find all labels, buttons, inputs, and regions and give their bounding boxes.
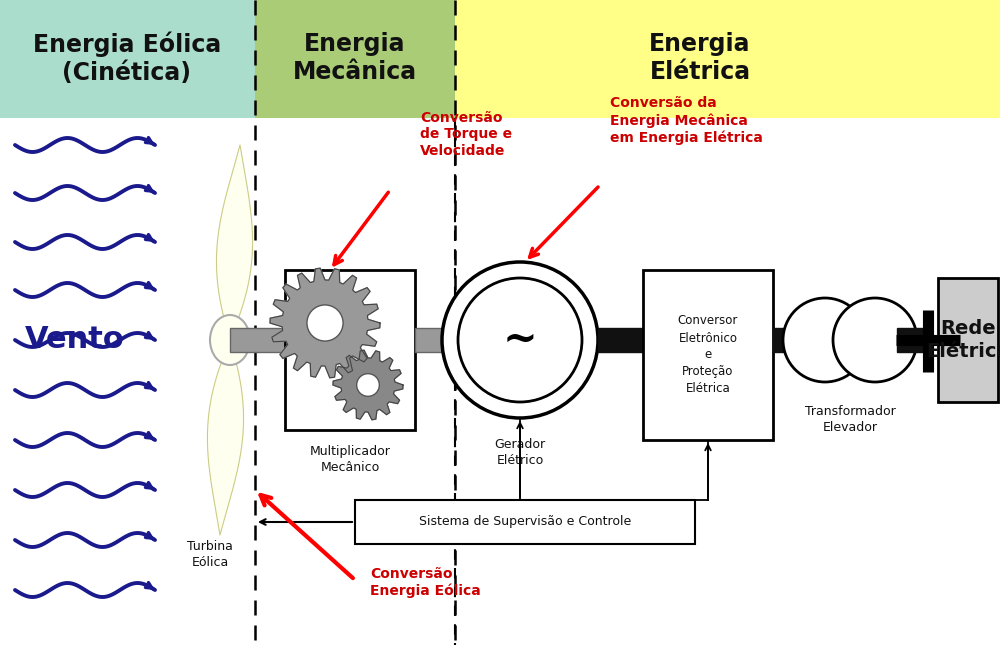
Bar: [415, 328, 475, 352]
Bar: [773, 328, 823, 352]
Bar: [285, 270, 415, 430]
Polygon shape: [207, 340, 244, 535]
Bar: [255, 0, 455, 118]
Circle shape: [833, 298, 917, 382]
Circle shape: [458, 278, 582, 402]
Text: ~: ~: [503, 319, 537, 361]
Text: Conversão
Energia Eólica: Conversão Energia Eólica: [370, 567, 481, 598]
Text: Conversão da
Energia Mecânica
em Energia Elétrica: Conversão da Energia Mecânica em Energia…: [610, 96, 763, 145]
Text: Sistema de Supervisão e Controle: Sistema de Supervisão e Controle: [419, 515, 631, 528]
Polygon shape: [333, 350, 403, 420]
Text: Energia Eólica
(Cinética): Energia Eólica (Cinética): [33, 32, 221, 84]
Circle shape: [442, 262, 598, 418]
Bar: [643, 270, 773, 440]
Polygon shape: [270, 268, 380, 378]
Bar: [355, 500, 695, 544]
Text: Energia
Mecânica: Energia Mecânica: [293, 32, 417, 84]
Text: Turbina
Eólica: Turbina Eólica: [187, 541, 233, 570]
Ellipse shape: [210, 315, 250, 365]
Text: Conversor
Eletrônico
e
Proteção
Elétrica: Conversor Eletrônico e Proteção Elétrica: [678, 315, 738, 395]
Circle shape: [783, 298, 867, 382]
Text: Gerador
Elétrico: Gerador Elétrico: [494, 438, 546, 467]
Bar: [897, 328, 927, 352]
Bar: [455, 0, 1000, 118]
Bar: [598, 328, 643, 352]
Circle shape: [357, 373, 379, 396]
Text: Transformador
Elevador: Transformador Elevador: [805, 405, 895, 434]
Bar: [938, 278, 998, 402]
Text: Conversão
de Torque e
Velocidade: Conversão de Torque e Velocidade: [420, 110, 512, 158]
Text: Rede
Elétrica: Rede Elétrica: [926, 319, 1000, 361]
Text: Energia
Elétrica: Energia Elétrica: [649, 32, 751, 84]
Bar: [0, 118, 1000, 645]
Bar: [230, 328, 285, 352]
Bar: [0, 0, 255, 118]
Text: Multiplicador
Mecânico: Multiplicador Mecânico: [310, 445, 390, 474]
Polygon shape: [216, 145, 253, 340]
Text: Vento: Vento: [25, 326, 125, 355]
Circle shape: [307, 305, 343, 341]
